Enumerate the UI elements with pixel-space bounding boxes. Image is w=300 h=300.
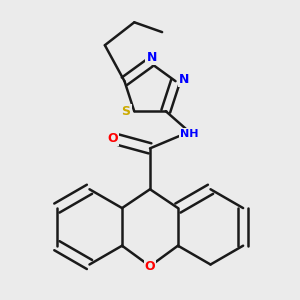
Text: S: S xyxy=(122,105,130,118)
Text: O: O xyxy=(145,260,155,273)
Text: N: N xyxy=(146,51,157,64)
Text: NH: NH xyxy=(180,129,199,139)
Text: O: O xyxy=(107,132,118,145)
Text: N: N xyxy=(178,73,189,86)
